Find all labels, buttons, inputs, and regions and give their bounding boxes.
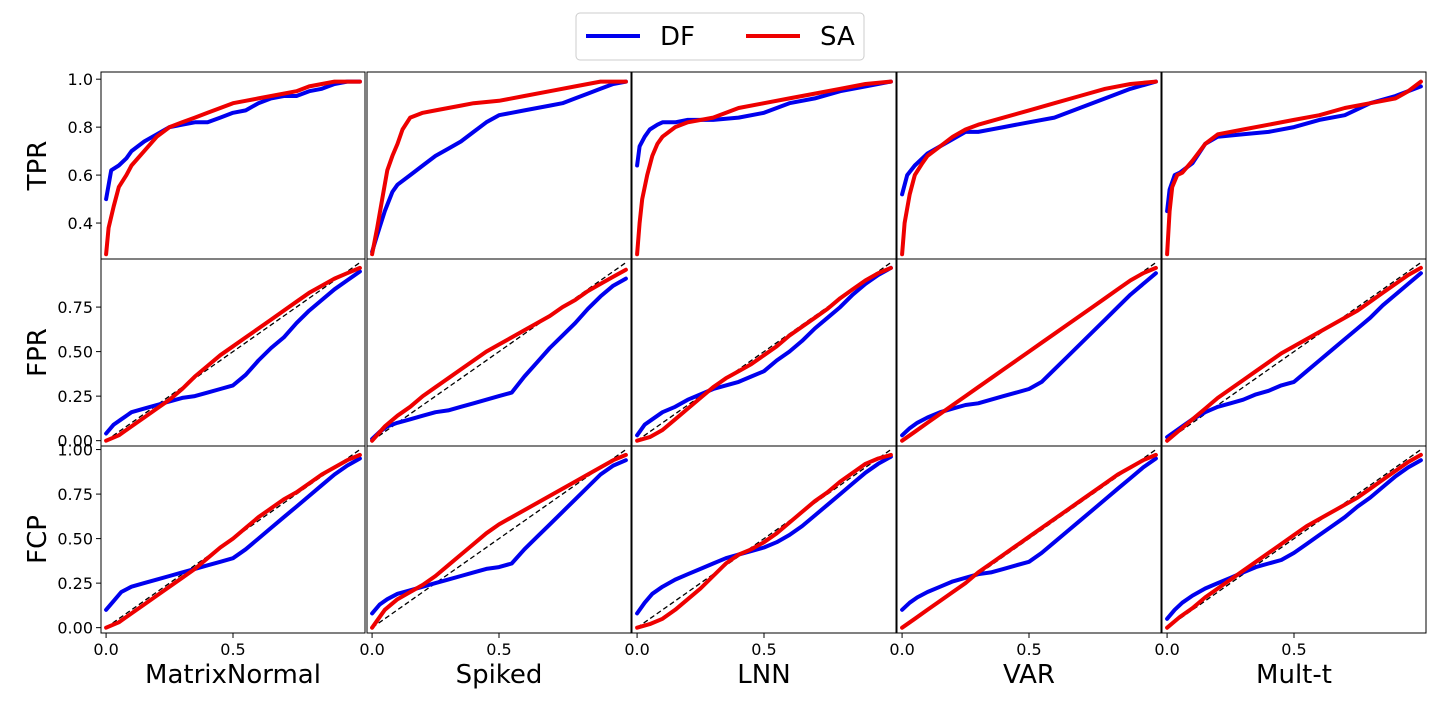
column-label-lnn: LNN — [737, 660, 790, 690]
series-line-df — [900, 79, 1158, 197]
series-line-sa — [1165, 265, 1423, 443]
plot-area — [1162, 446, 1426, 633]
series-line-df — [900, 271, 1158, 438]
y-tick-label: 0.4 — [68, 214, 93, 233]
plot-area — [1162, 72, 1426, 259]
panel-tpr-matrixnormal: 0.4 0.6 0.8 1.0 — [68, 70, 366, 260]
row-label-fcp: FCP — [23, 515, 53, 564]
panel-tpr-mult-t — [1161, 71, 1427, 260]
series-line-sa — [900, 452, 1158, 630]
y-tick-label: 1.00 — [57, 441, 93, 460]
legend-item-df: DF — [586, 22, 695, 52]
x-tick-label: 0.0 — [889, 640, 914, 659]
panel-fpr-mult-t — [1161, 258, 1427, 447]
reference-diagonal — [371, 449, 627, 629]
y-tick-label: 0.8 — [68, 118, 93, 137]
series-line-sa — [104, 265, 362, 443]
x-tick-label: 0.5 — [486, 640, 511, 659]
panel-fpr-spiked — [366, 258, 632, 447]
series-line-sa — [635, 265, 893, 443]
y-tick-label: 0.00 — [57, 619, 93, 638]
series-line-sa — [1165, 452, 1423, 630]
panel-fcp-var: 0.0 0.5 — [889, 445, 1162, 659]
x-tick-label: 0.0 — [93, 640, 118, 659]
legend-label: SA — [820, 22, 855, 52]
series-line-df — [635, 454, 893, 616]
y-tick-label: 0.75 — [57, 485, 93, 504]
series-line-df — [370, 276, 628, 441]
series-line-sa — [635, 452, 893, 630]
legend-item-sa: SA — [746, 22, 855, 52]
series-line-sa — [900, 265, 1158, 443]
legend-label: DF — [660, 22, 695, 52]
series-line-df — [104, 269, 362, 436]
plot-area — [1162, 259, 1426, 446]
series-line-df — [104, 79, 362, 202]
x-tick-label: 0.5 — [1016, 640, 1041, 659]
series-line-df — [104, 456, 362, 612]
series-line-sa — [1165, 79, 1423, 257]
y-tick-label: 1.0 — [68, 70, 93, 89]
series-line-sa — [104, 452, 362, 630]
legend-box — [575, 12, 865, 61]
y-tick-label: 0.25 — [57, 387, 93, 406]
legend: DF SA — [575, 12, 865, 61]
column-label-var: VAR — [1003, 660, 1055, 690]
column-label-spiked: Spiked — [456, 660, 543, 690]
panel-tpr-lnn — [631, 71, 897, 260]
x-tick-label: 0.0 — [624, 640, 649, 659]
panel-fcp-mult-t: 0.0 0.5 — [1154, 445, 1427, 659]
series-line-sa — [370, 79, 628, 257]
column-label-matrixnormal: MatrixNormal — [145, 660, 321, 690]
series-line-df — [1165, 458, 1423, 621]
panel-fcp-spiked: 0.0 0.5 — [359, 445, 632, 659]
series-line-sa — [635, 79, 893, 257]
panel-fcp-lnn: 0.0 0.5 — [624, 445, 897, 659]
plot-area — [101, 72, 365, 259]
plot-area — [897, 72, 1161, 259]
x-tick-label: 0.5 — [220, 640, 245, 659]
panels-layer: 0.40.60.81.0TPR0.000.250.500.75FPR0.000.… — [23, 70, 1427, 690]
reference-diagonal — [1166, 449, 1422, 629]
panel-fcp-matrixnormal: 0.00 0.25 0.50 0.75 1.00 0.0 0.5 — [57, 441, 366, 659]
panel-fpr-var — [896, 258, 1162, 447]
y-tick-label: 0.50 — [57, 343, 93, 362]
x-tick-label: 0.0 — [1154, 640, 1179, 659]
y-tick-label: 0.00 — [57, 432, 93, 451]
panel-fpr-matrixnormal: 0.00 0.25 0.50 0.75 — [57, 258, 366, 451]
reference-diagonal — [636, 449, 892, 629]
panel-tpr-spiked — [366, 71, 632, 260]
y-tick-label: 0.6 — [68, 166, 93, 185]
plot-area — [632, 72, 896, 259]
series-line-sa — [370, 267, 628, 443]
column-label-mult-t: Mult-t — [1256, 660, 1332, 690]
x-tick-label: 0.5 — [751, 640, 776, 659]
plot-area — [367, 72, 631, 259]
reference-diagonal — [105, 262, 361, 442]
series-line-df — [370, 79, 628, 254]
series-line-df — [370, 458, 628, 616]
series-line-df — [900, 456, 1158, 612]
panel-fpr-lnn — [631, 258, 897, 447]
panel-tpr-var — [896, 71, 1162, 260]
y-tick-label: 0.75 — [57, 298, 93, 317]
y-tick-label: 0.25 — [57, 574, 93, 593]
series-line-sa — [104, 79, 362, 257]
series-line-sa — [370, 452, 628, 630]
series-line-df — [635, 265, 893, 438]
plot-area — [632, 446, 896, 633]
x-tick-label: 0.5 — [1281, 640, 1306, 659]
row-label-fpr: FPR — [23, 328, 53, 377]
x-tick-label: 0.0 — [359, 640, 384, 659]
y-tick-label: 0.50 — [57, 530, 93, 549]
series-line-sa — [900, 79, 1158, 257]
row-label-tpr: TPR — [23, 141, 53, 192]
